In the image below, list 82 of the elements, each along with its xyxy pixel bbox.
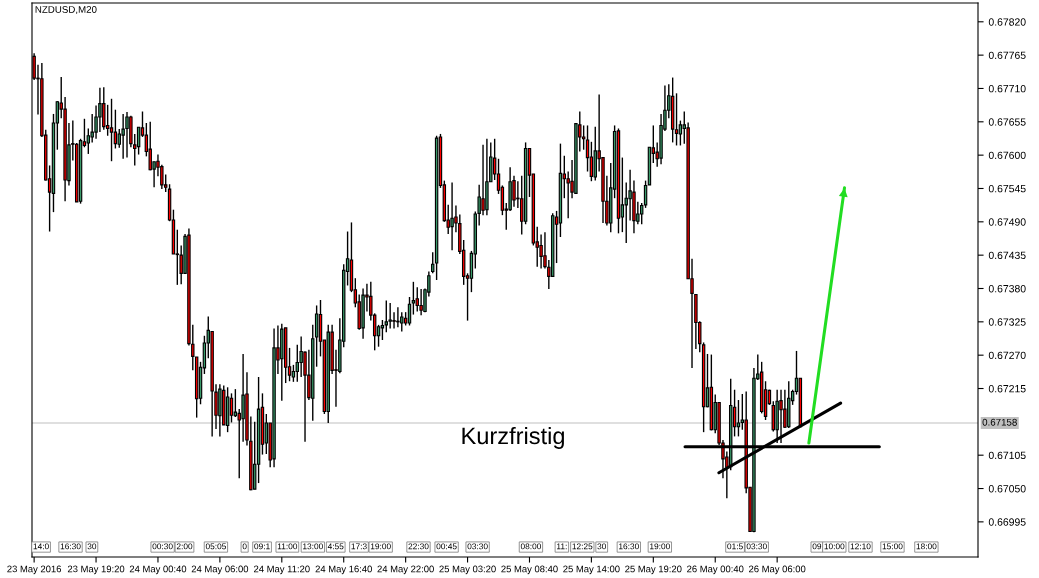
candlestick (450, 181, 454, 252)
candlestick (736, 399, 741, 438)
annotation: 11: (557, 543, 567, 550)
candlestick (392, 311, 396, 330)
annotation: 05:05 (205, 543, 226, 550)
y-tick-label: 0.67600 (988, 151, 1026, 160)
candlestick (388, 302, 392, 330)
annotation: 14:0 (33, 543, 49, 550)
candlestick (380, 319, 385, 341)
x-tick-label: 25 May 19:20 (625, 565, 682, 575)
annotation: 03:30 (467, 543, 488, 550)
y-tick-label: 0.67270 (988, 351, 1026, 360)
candlestick (585, 124, 590, 173)
y-tick-label: 0.67325 (988, 318, 1026, 326)
annotation: 03:30 (746, 543, 767, 550)
candlestick (109, 98, 114, 162)
annotation: 09 (812, 543, 822, 550)
ref-line-label: 0.67158 (982, 418, 1017, 426)
annotation: 19:00 (650, 543, 670, 550)
annotation: 18:00 (916, 543, 937, 550)
annotation: 4:55 (327, 543, 344, 550)
annotation: 01:5 (727, 543, 743, 550)
annotation: 19:00 (370, 543, 391, 550)
y-tick-label: 0.67050 (988, 485, 1026, 493)
annotation: 13:00 (303, 543, 323, 550)
candlestick (678, 119, 683, 147)
x-tick-label: 24 May 11:20 (254, 565, 310, 575)
y-tick-label: 0.67655 (988, 118, 1026, 126)
x-tick-label: 24 May 06:00 (191, 565, 249, 575)
annotation: 12:10 (850, 543, 871, 550)
annotation: 17:3 (351, 543, 367, 550)
y-tick-label: 0.67545 (988, 184, 1026, 193)
x-tick-label: 24 May 16:40 (315, 565, 372, 575)
y-tick-label: 0.67710 (988, 84, 1026, 93)
y-tick-label: 0.67435 (988, 251, 1026, 260)
candlestick (105, 104, 110, 137)
annotation: 30 (87, 543, 97, 550)
chart-title: NZDUSD,M20 (35, 6, 97, 15)
candlestick (121, 113, 125, 160)
candlestick (589, 141, 594, 182)
candlestick (113, 108, 118, 150)
candlestick (148, 121, 152, 171)
x-tick-label: 25 May 03:20 (439, 565, 496, 575)
annotation: 00:45 (436, 543, 457, 550)
annotation: Kurzfristig (462, 426, 564, 449)
y-tick-label: 0.67215 (988, 385, 1026, 393)
candlestick (407, 296, 412, 327)
y-tick-label: 0.67765 (988, 51, 1026, 60)
candlestick (400, 311, 404, 333)
candlestick (411, 281, 416, 316)
x-tick-label: 23 May 19:20 (67, 565, 125, 575)
x-tick-label: 24 May 22:00 (377, 565, 434, 575)
candlestick (419, 288, 423, 316)
annotation: 12:25 (572, 543, 593, 550)
x-tick-label: 25 May 14:00 (563, 565, 620, 575)
annotation: 30 (597, 543, 607, 550)
candlestick (674, 92, 679, 147)
y-tick-label: 0.66995 (988, 518, 1026, 526)
y-tick-label: 0.67490 (988, 218, 1026, 226)
x-tick-label: 23 May 2016 (7, 565, 62, 575)
annotation: 10:00 (824, 543, 845, 550)
annotation: 08:00 (520, 543, 542, 550)
y-tick-label: 0.67380 (988, 285, 1026, 293)
candlestick (581, 124, 586, 151)
candlestick (415, 286, 419, 313)
annotation: 11:00 (277, 543, 298, 550)
y-tick-label: 0.67820 (988, 18, 1026, 26)
annotation: 2:00 (176, 543, 193, 550)
annotation: 15:00 (882, 543, 903, 550)
x-tick-label: 26 May 06:00 (749, 565, 806, 575)
annotation: 0 (242, 543, 247, 550)
candlestick (299, 335, 303, 378)
annotation: 09:1 (254, 543, 270, 550)
annotation: 22:30 (408, 543, 429, 550)
annotation: 16:30 (60, 543, 81, 550)
y-tick-label: 0.67105 (988, 451, 1026, 460)
x-tick-label: 24 May 00:40 (129, 565, 187, 575)
annotation: 16:30 (619, 543, 639, 550)
x-tick-label: 26 May 00:40 (687, 565, 744, 575)
x-tick-label: 25 May 08:40 (501, 565, 558, 575)
annotation: 00:30 (152, 543, 173, 550)
candlestick (125, 111, 129, 159)
